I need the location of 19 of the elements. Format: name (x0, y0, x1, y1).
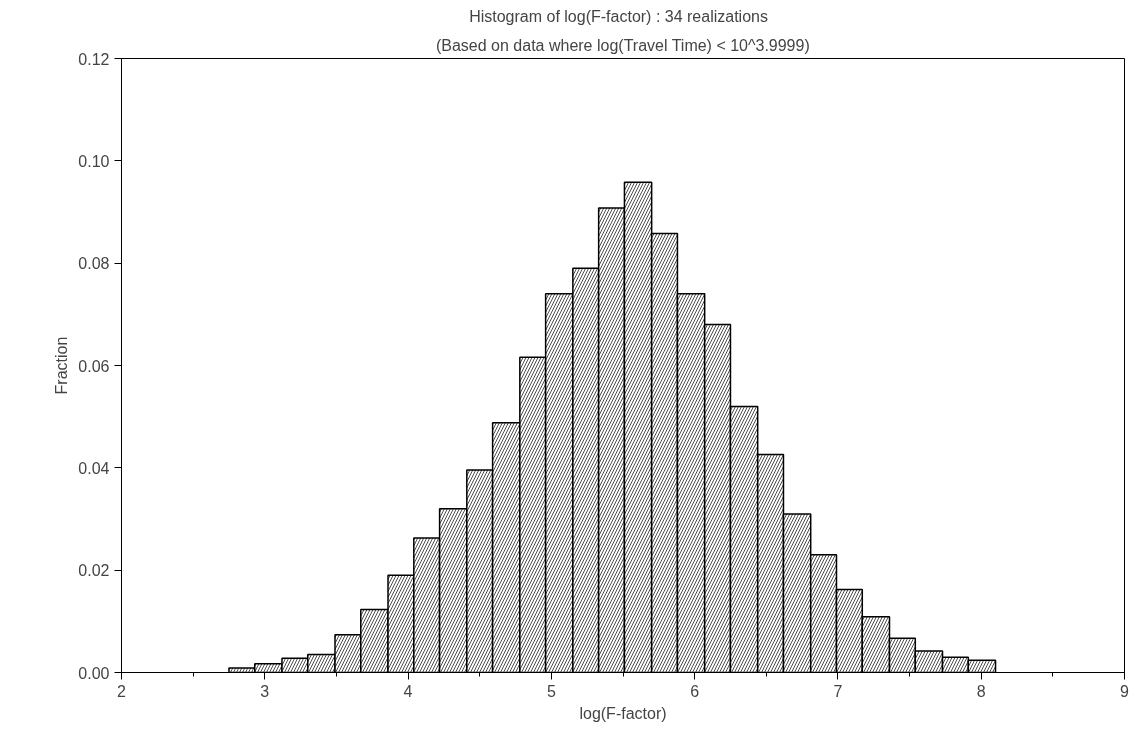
x-tick-label: 4 (403, 682, 413, 700)
x-tick-label: 8 (976, 682, 986, 700)
y-tick-label: 0.02 (78, 562, 110, 580)
x-tick-label: 2 (117, 682, 127, 700)
y-tick-label: 0.06 (78, 357, 110, 375)
x-tick-label: 3 (260, 682, 270, 700)
x-axis-title: log(F-factor) (579, 704, 667, 722)
x-tick-label: 5 (546, 682, 556, 700)
y-tick-label: 0.08 (78, 255, 110, 273)
x-tick-label: 7 (833, 682, 843, 700)
chart-title: Histogram of log(F-factor) : 34 realizations (469, 7, 768, 25)
y-tick-label: 0.10 (78, 152, 110, 170)
y-axis-title: Fraction (53, 336, 71, 395)
y-tick-label: 0.00 (78, 664, 110, 682)
y-tick-label: 0.12 (78, 50, 110, 68)
x-tick-label: 9 (1120, 682, 1130, 700)
x-tick-label: 6 (690, 682, 700, 700)
y-tick-label: 0.04 (78, 459, 110, 477)
chart-subtitle: (Based on data where log(Travel Time) < 10^3.9999) (435, 36, 810, 54)
